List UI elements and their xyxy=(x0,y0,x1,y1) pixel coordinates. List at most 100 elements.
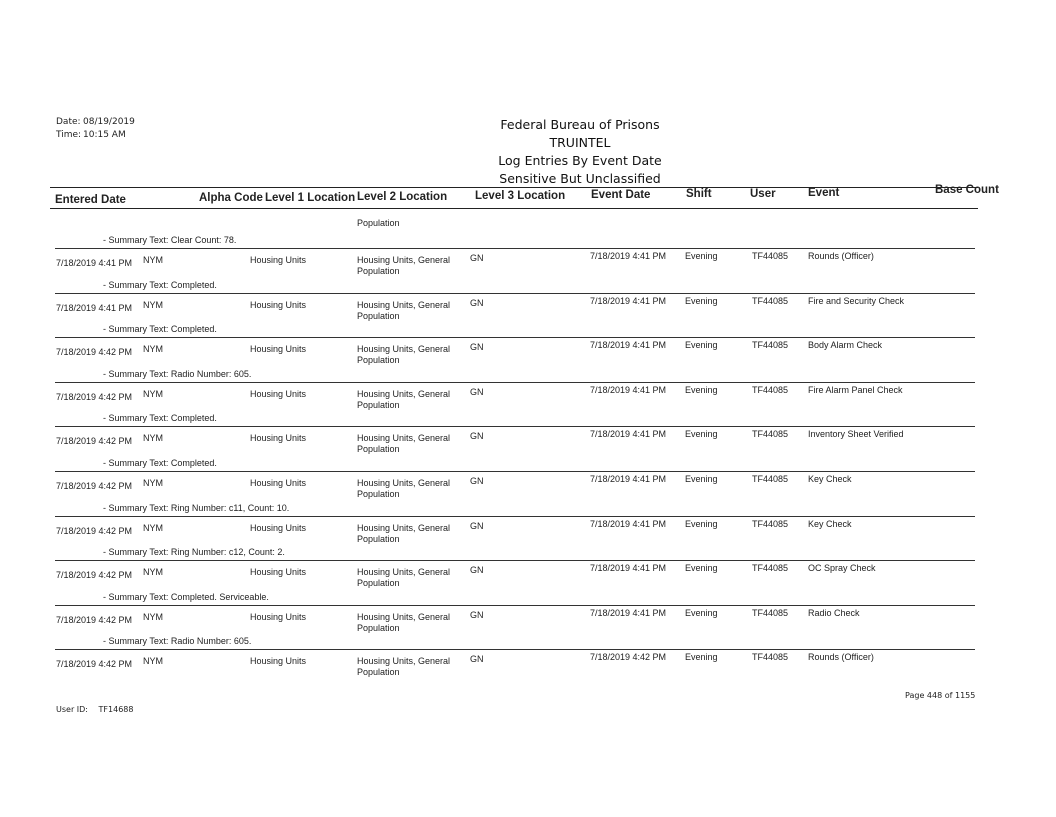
log-entry: - Summary Text: Radio Number: 605. 7/18/2… xyxy=(0,369,1056,414)
row-divider xyxy=(55,604,975,606)
user: TF44085 xyxy=(752,429,789,440)
level2-location: Housing Units, General Population xyxy=(357,567,450,589)
report-name: Log Entries By Event Date xyxy=(498,153,662,168)
event: Fire and Security Check xyxy=(808,295,905,306)
event-date: 7/18/2019 4:41 PM xyxy=(590,295,667,306)
level2-location: Housing Units, General Population xyxy=(357,656,450,678)
level2-location: Housing Units, General Population xyxy=(357,300,450,322)
level3-location: GN xyxy=(470,654,484,665)
level3-location: GN xyxy=(470,253,484,263)
event: Fire Alarm Panel Check xyxy=(808,384,903,395)
alpha-code: NYM xyxy=(143,433,163,444)
level3-location: GN xyxy=(470,565,484,576)
alpha-code: NYM xyxy=(143,567,163,578)
event-date: 7/18/2019 4:41 PM xyxy=(590,607,667,618)
level2-line2: Population xyxy=(357,578,400,589)
report-time: Time: 10:15 AM xyxy=(56,130,126,140)
row-divider xyxy=(55,649,975,651)
row-divider xyxy=(55,248,975,249)
col-event: Event xyxy=(808,187,840,199)
agency-name: Federal Bureau of Prisons xyxy=(500,117,660,132)
event: Key Check xyxy=(808,474,852,484)
time-label: Time: xyxy=(56,130,82,140)
row-divider xyxy=(55,560,975,562)
summary-text: - Summary Text: Completed. xyxy=(103,279,217,290)
user: TF44085 xyxy=(752,652,789,663)
level1-location: Housing Units xyxy=(250,611,307,622)
alpha-code: NYM xyxy=(143,478,163,488)
alpha-code: NYM xyxy=(143,299,163,310)
level2-line1: Housing Units, General xyxy=(357,611,451,622)
shift: Evening xyxy=(685,652,718,663)
table-header: Entered Date Alpha Code Level 1 Location… xyxy=(50,184,999,209)
log-entry: - Summary Text: Ring Number: c12, Count:… xyxy=(0,547,1056,592)
user-id-label: User ID: xyxy=(56,705,88,714)
row-divider xyxy=(55,515,975,517)
col-alpha-code: Alpha Code xyxy=(199,192,263,204)
level1-location: Housing Units xyxy=(250,522,307,533)
level2-line1: Housing Units, General xyxy=(357,567,451,578)
col-event-date: Event Date xyxy=(591,189,651,201)
entered-date: 7/18/2019 4:42 PM xyxy=(56,614,133,625)
summary-text: - Summary Text: Radio Number: 605. xyxy=(103,636,252,647)
level2-location: Housing Units, General Population xyxy=(357,478,450,500)
level3-location: GN xyxy=(470,297,484,308)
entered-date: 7/18/2019 4:42 PM xyxy=(56,347,133,358)
level2-line2: Population xyxy=(357,399,400,410)
level2-location: Housing Units, General Population xyxy=(357,389,450,411)
entered-date: 7/18/2019 4:42 PM xyxy=(56,570,133,581)
footer-user: User ID: TF14688 xyxy=(56,705,133,714)
event-date: 7/18/2019 4:41 PM xyxy=(590,251,667,261)
summary-text: - Summary Text: Radio Number: 605. xyxy=(103,368,252,379)
shift: Evening xyxy=(685,251,718,261)
row-divider xyxy=(55,426,975,428)
event: OC Spray Check xyxy=(808,563,876,574)
log-entry: - Summary Text: Ring Number: c11, Count:… xyxy=(0,503,1056,548)
level1-location: Housing Units xyxy=(250,255,307,265)
level2-location: Housing Units, General Population xyxy=(357,612,450,634)
level3-location: GN xyxy=(470,520,484,531)
event: Rounds (Officer) xyxy=(808,652,874,663)
level2-line2: Population xyxy=(357,444,400,455)
event: Body Alarm Check xyxy=(808,340,883,351)
date-value: 08/19/2019 xyxy=(83,117,135,127)
level2-line2: Population xyxy=(357,533,400,544)
level3-location: GN xyxy=(470,609,484,620)
summary-text: - Summary Text: Ring Number: c12, Count:… xyxy=(103,547,285,558)
event-date: 7/18/2019 4:41 PM xyxy=(590,340,667,351)
shift: Evening xyxy=(685,607,718,618)
log-entry: - Summary Text: Clear Count: 78. 7/18/201… xyxy=(0,235,1056,280)
shift: Evening xyxy=(685,518,718,529)
level2-line2: Population xyxy=(357,266,400,276)
user: TF44085 xyxy=(752,251,789,261)
system-name: TRUINTEL xyxy=(549,135,611,150)
user: TF44085 xyxy=(752,340,789,351)
level1-location: Housing Units xyxy=(250,388,307,399)
log-entry: - Summary Text: Completed. 7/18/2019 4:42… xyxy=(0,413,1056,458)
event: Radio Check xyxy=(808,607,860,618)
summary-text: - Summary Text: Clear Count: 78. xyxy=(103,235,237,245)
user: TF44085 xyxy=(752,518,789,529)
shift: Evening xyxy=(685,429,718,440)
entered-date: 7/18/2019 4:41 PM xyxy=(56,302,133,313)
event: Inventory Sheet Verified xyxy=(808,429,904,440)
level2-line1: Housing Units, General xyxy=(357,344,451,355)
level1-location: Housing Units xyxy=(250,567,307,578)
level2-line1: Housing Units, General xyxy=(357,299,451,310)
level2-line1: Housing Units, General xyxy=(357,433,451,444)
report-title: Federal Bureau of Prisons TRUINTEL Log E… xyxy=(430,116,730,188)
alpha-code: NYM xyxy=(143,255,163,265)
level3-location: GN xyxy=(470,342,484,353)
summary-text: - Summary Text: Completed. xyxy=(103,458,217,468)
event-date: 7/18/2019 4:41 PM xyxy=(590,563,667,574)
user: TF44085 xyxy=(752,384,789,395)
alpha-code: NYM xyxy=(143,611,163,622)
summary-text: - Summary Text: Completed. xyxy=(103,324,217,335)
shift: Evening xyxy=(685,295,718,306)
user-id-value: TF14688 xyxy=(98,705,134,714)
entered-date: 7/18/2019 4:41 PM xyxy=(56,258,133,268)
entered-date: 7/18/2019 4:42 PM xyxy=(56,659,133,670)
row-divider xyxy=(55,337,975,339)
row-divider xyxy=(55,292,975,294)
report-date: Date: 08/19/2019 xyxy=(56,117,135,127)
